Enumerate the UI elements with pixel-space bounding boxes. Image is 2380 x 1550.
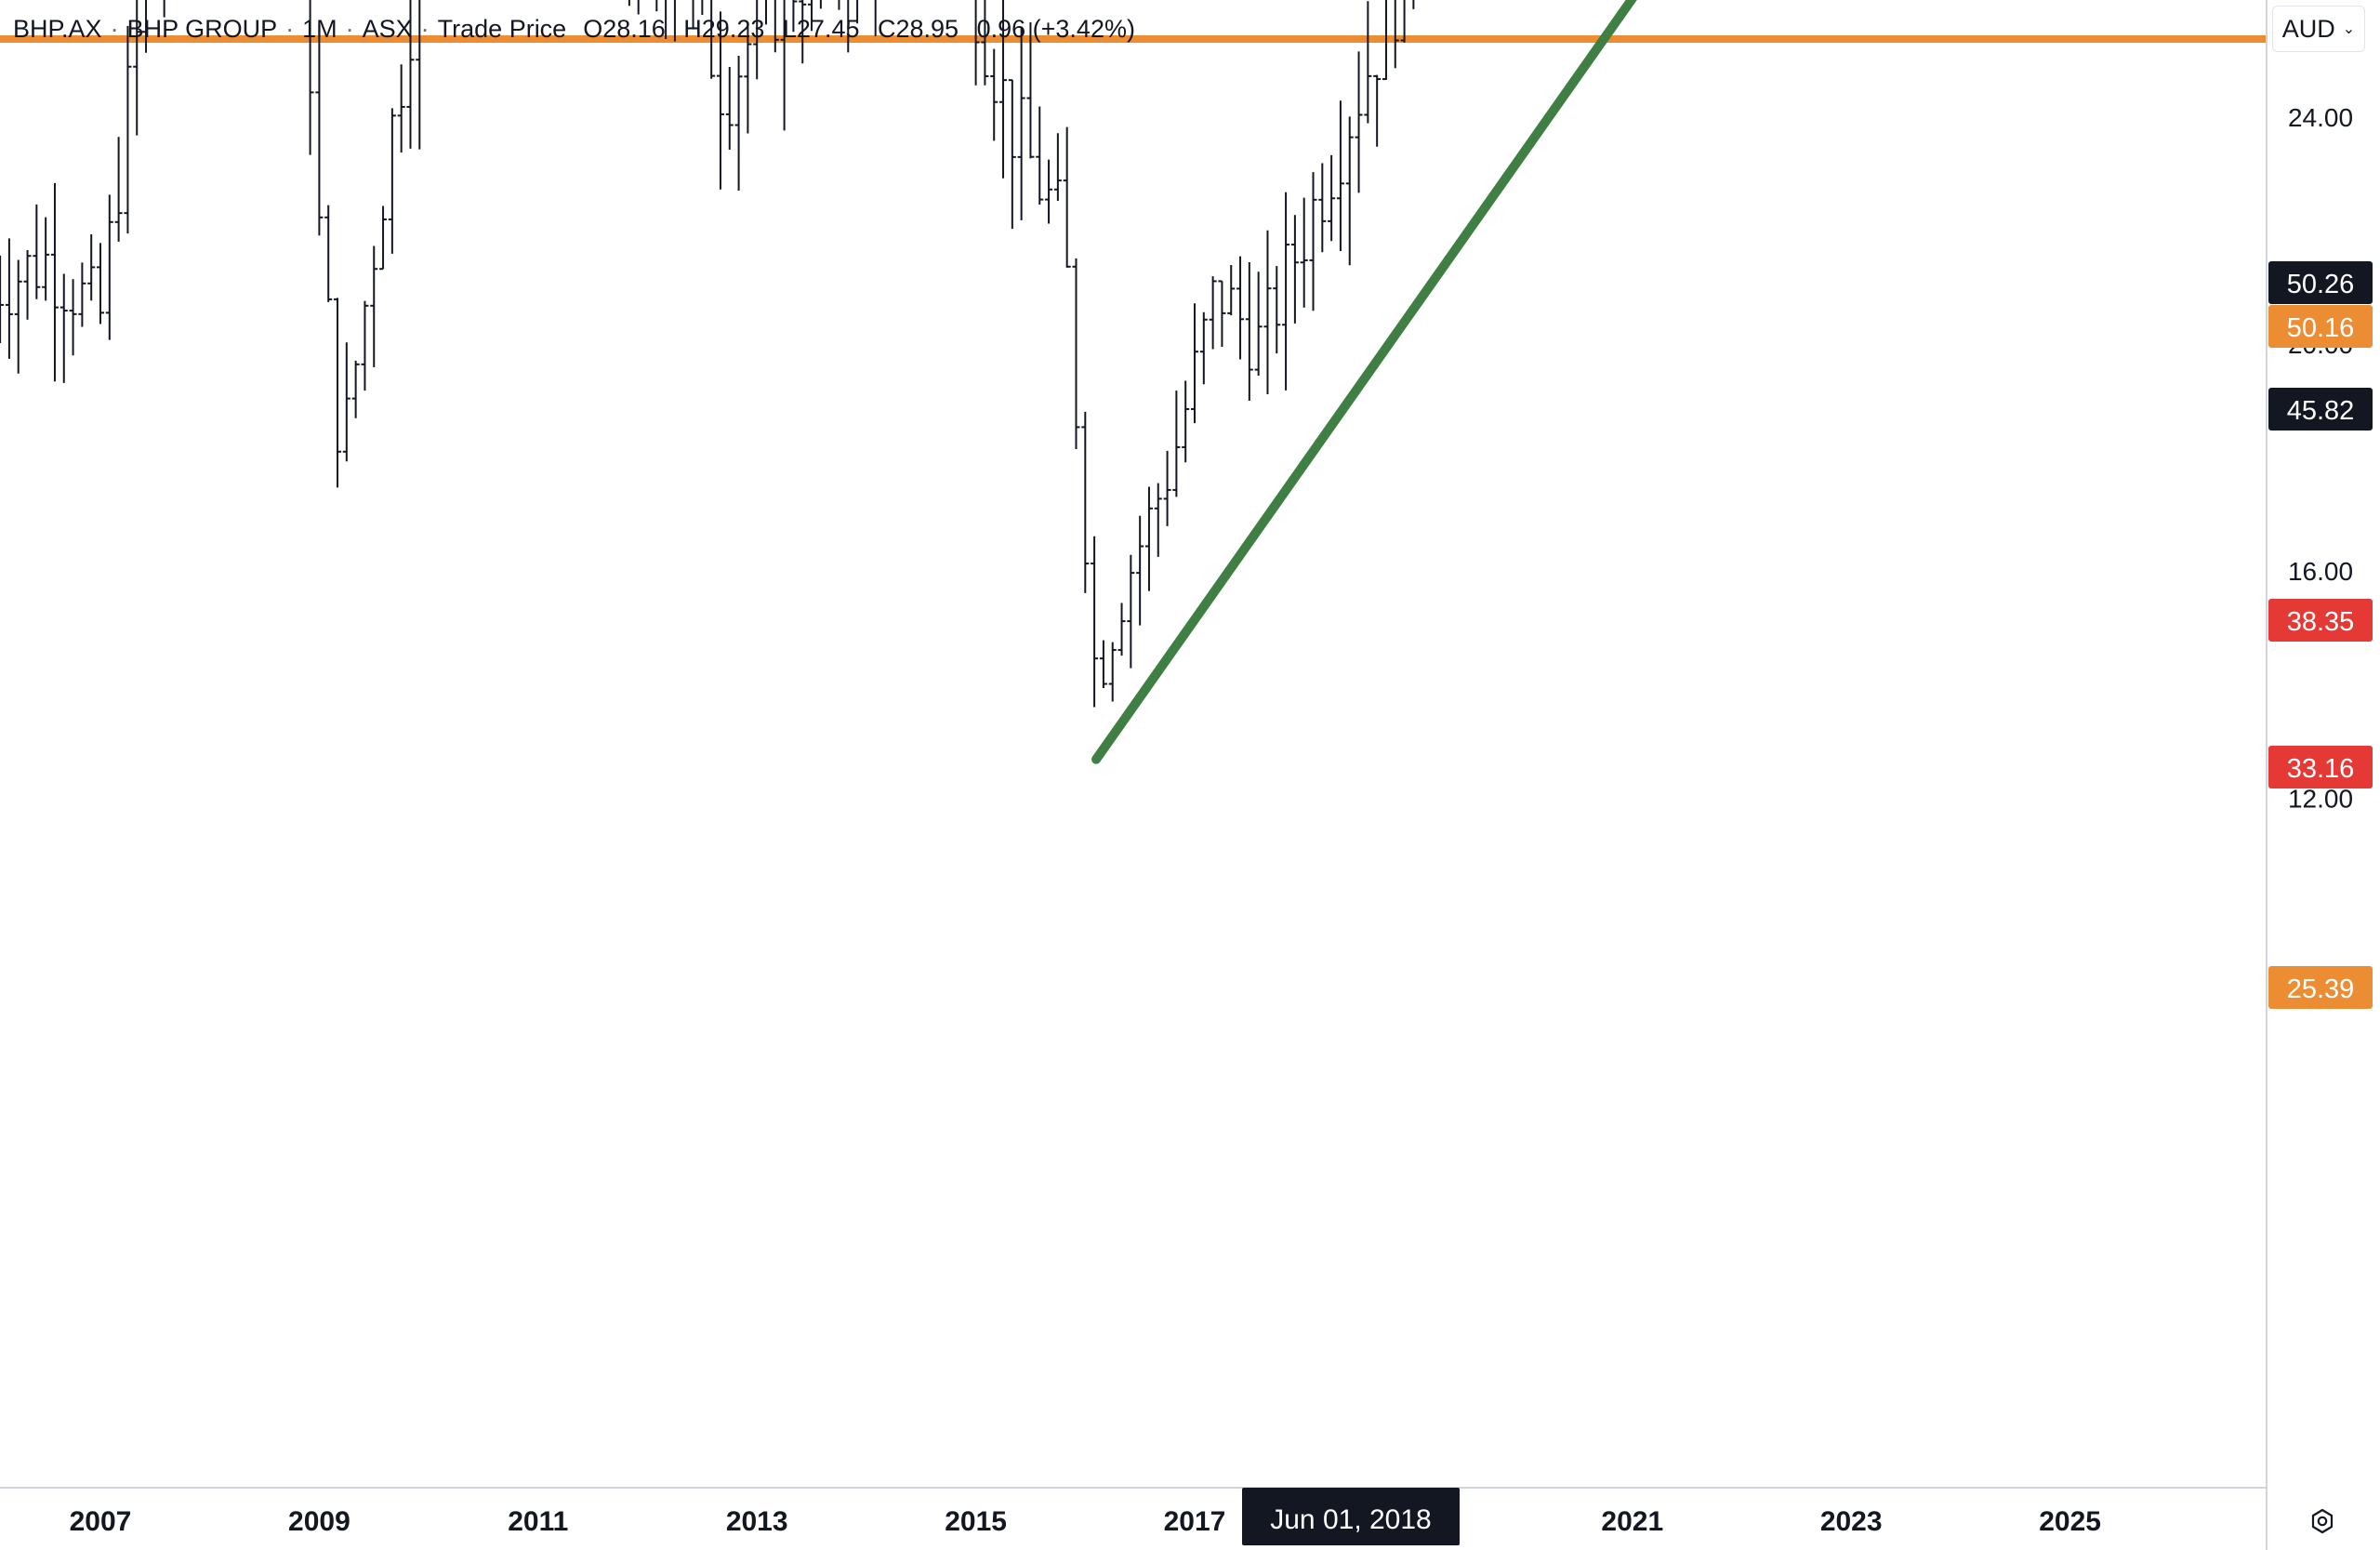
legend-ohlc: O28.16 H29.23 L27.45 C28.95 0.96 (+3.42%… — [583, 13, 1146, 45]
legend-exchange: ASX — [362, 15, 413, 43]
time-tick-label: 2011 — [508, 1506, 568, 1537]
legend-high: H29.23 — [683, 15, 765, 43]
gear-icon — [2311, 1508, 2334, 1534]
legend-separator: · — [420, 15, 430, 43]
price-label-badge — [2268, 966, 2373, 1009]
price-label-text: 33.16 — [2287, 754, 2355, 784]
crosshair-date-label: Jun 01, 2018 — [1270, 1504, 1431, 1535]
crosshair-date-box — [1242, 1488, 1460, 1545]
price-label-badge — [2268, 261, 2373, 304]
symbol-legend: BHP.AX · BHP GROUP · 1M · ASX · Trade Pr… — [13, 13, 1146, 45]
price-label-text: 45.82 — [2287, 396, 2355, 426]
legend-change: 0.96 (+3.42%) — [976, 15, 1135, 43]
legend-interval[interactable]: 1M — [302, 15, 337, 43]
price-label-badge — [2268, 746, 2373, 788]
legend-close: C28.95 — [878, 15, 959, 43]
price-tick-label: 12.00 — [2288, 784, 2353, 813]
time-tick-label: 2025 — [2039, 1506, 2101, 1537]
price-label-badge — [2268, 388, 2373, 431]
price-tick-label: 24.00 — [2288, 103, 2353, 132]
time-tick-label: 2015 — [945, 1506, 1007, 1537]
time-tick-label: 2009 — [288, 1506, 350, 1537]
legend-name: BHP GROUP — [126, 15, 278, 43]
chart-settings-button[interactable] — [2302, 1501, 2343, 1542]
drawings — [0, 0, 2267, 764]
price-label-badge — [2268, 599, 2373, 642]
chevron-down-icon: ⌄ — [2342, 21, 2356, 37]
price-label-badge — [2268, 305, 2373, 348]
price-label-text: 25.39 — [2287, 974, 2355, 1004]
time-tick-label: 2007 — [70, 1506, 132, 1537]
legend-symbol[interactable]: BHP.AX — [13, 15, 102, 43]
legend-low: L27.45 — [782, 15, 860, 43]
price-label-text: 50.26 — [2287, 270, 2355, 299]
currency-label: AUD — [2281, 14, 2335, 43]
time-tick-label: 2023 — [1820, 1506, 1883, 1537]
legend-separator: · — [285, 15, 295, 43]
trend-line[interactable] — [1091, 0, 2213, 764]
time-tick-label: 2013 — [726, 1506, 788, 1537]
time-tick-label: 2021 — [1601, 1506, 1663, 1537]
legend-separator: · — [345, 15, 354, 43]
ohlc-bars — [0, 0, 1415, 708]
price-label-text: 38.35 — [2287, 607, 2355, 637]
price-label-text: 50.16 — [2287, 313, 2355, 343]
time-tick-label: 2017 — [1164, 1506, 1226, 1537]
price-tick-label: 16.00 — [2288, 557, 2353, 586]
currency-button[interactable]: AUD ⌄ — [2272, 6, 2365, 52]
legend-open: O28.16 — [583, 15, 666, 43]
legend-price-type: Trade Price — [437, 15, 567, 43]
legend-separator: · — [110, 15, 119, 43]
